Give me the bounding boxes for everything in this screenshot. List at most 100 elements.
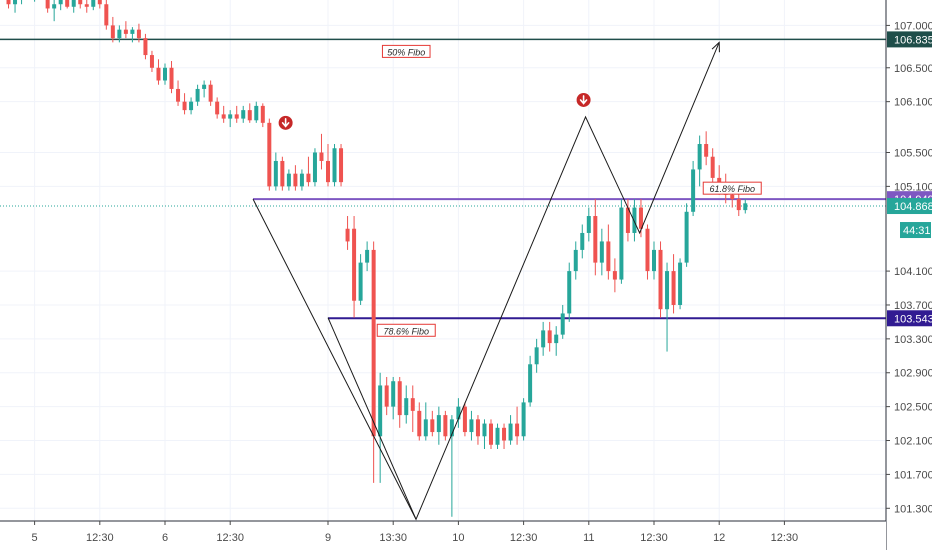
candle — [638, 199, 643, 238]
candle — [691, 160, 696, 217]
candle-body — [156, 67, 161, 81]
candle — [58, 0, 63, 11]
candle-body — [652, 249, 656, 272]
candle-body — [215, 101, 220, 115]
candle — [404, 385, 409, 424]
candle — [13, 0, 18, 13]
x-tick-label: 6 — [162, 532, 168, 544]
candle-body — [286, 173, 291, 187]
candle — [462, 402, 467, 437]
x-tick-label: 12:30 — [640, 532, 668, 544]
price-axis[interactable]: 107.000 106.500 106.100 105.500 105.100 104.1… — [885, 0, 932, 550]
grid-layer — [0, 0, 886, 521]
y-tick-label: 105.100 — [894, 181, 932, 193]
candle — [606, 224, 611, 280]
candle-body — [182, 101, 187, 111]
price-axis-bg — [886, 0, 932, 550]
candle-body — [417, 410, 422, 437]
candle — [365, 241, 370, 272]
candle — [697, 135, 702, 187]
candle — [593, 199, 598, 276]
candle-body — [78, 0, 83, 5]
candle — [541, 321, 546, 356]
x-tick-label: 11 — [583, 532, 594, 544]
candle-body — [339, 148, 344, 183]
candle-body — [469, 419, 474, 433]
candle — [573, 241, 578, 280]
candle — [508, 415, 513, 445]
candle — [84, 0, 89, 13]
fibo-label-text: 50% Fibo — [387, 47, 425, 57]
candle — [469, 410, 474, 441]
y-tick-label: 104.100 — [894, 266, 932, 278]
candle — [326, 144, 330, 187]
candle — [436, 406, 441, 445]
candle-body — [410, 398, 415, 411]
candle — [632, 199, 637, 242]
candle-body — [280, 160, 285, 187]
candle-body — [117, 29, 122, 39]
down-arrow-icon — [278, 115, 293, 130]
candle-body — [234, 114, 239, 119]
level-price-tag-bg — [887, 310, 932, 327]
candle — [143, 33, 148, 60]
candle — [254, 101, 259, 123]
candle-body — [704, 144, 709, 157]
candle-body — [436, 415, 441, 433]
candle-body — [319, 152, 324, 161]
down-arrow-markers — [278, 92, 591, 130]
time-axis-bg — [0, 521, 886, 550]
pattern-leg — [327, 317, 417, 520]
time-axis[interactable]: 5 12:30 6 12:30 9 13:30 10 12:30 11 12:30 12 12:30 — [0, 520, 886, 550]
candle — [247, 103, 252, 123]
candle-body — [404, 398, 409, 416]
fibo-label-box — [381, 44, 431, 58]
candle-body — [645, 228, 650, 272]
candle — [456, 398, 461, 428]
candle — [345, 216, 350, 250]
candle — [332, 144, 337, 187]
candle — [339, 144, 344, 187]
candle — [665, 262, 670, 352]
candle — [736, 190, 741, 217]
candle-body — [593, 216, 598, 263]
candle-body — [599, 241, 604, 263]
y-tick-label: 101.300 — [894, 503, 932, 515]
candle-body — [299, 173, 304, 187]
x-tick-label: 5 — [32, 532, 38, 544]
y-tick-label: 102.900 — [894, 368, 932, 380]
pattern-path — [252, 42, 720, 521]
candle — [612, 258, 617, 293]
candle — [652, 241, 656, 280]
candle-body — [221, 114, 226, 119]
candle-body — [371, 249, 376, 437]
candle-body — [586, 216, 591, 233]
candle — [149, 50, 154, 73]
candle-body — [52, 4, 57, 9]
candle — [489, 419, 493, 449]
candle — [534, 338, 539, 373]
candle-body — [326, 160, 330, 183]
candle — [352, 216, 357, 318]
fibo-levels — [0, 38, 886, 320]
fibo-level-label: 61.8% Fibo — [702, 181, 762, 195]
candle-body — [658, 249, 663, 310]
candle-body — [691, 169, 696, 212]
candle-body — [312, 152, 317, 183]
candle — [189, 97, 194, 115]
candle — [678, 258, 683, 310]
candle-body — [541, 330, 546, 348]
candle — [560, 304, 565, 339]
candle — [293, 165, 298, 191]
candle — [743, 199, 748, 214]
current-price-tag-bg — [887, 198, 932, 215]
candle — [658, 241, 663, 318]
level-price-tag-text: 103.543 — [894, 313, 932, 325]
fibo-level-label: 78.6% Fibo — [376, 323, 436, 337]
candle-body — [449, 419, 454, 437]
candle-body — [495, 427, 500, 445]
candle — [580, 224, 585, 259]
candle — [495, 423, 500, 449]
